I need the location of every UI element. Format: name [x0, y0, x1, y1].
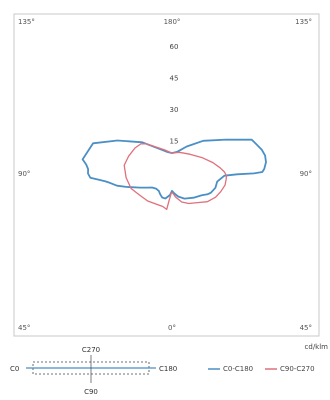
- angle-label-0: 0°: [168, 324, 176, 332]
- angle-label-45-right: 45°: [300, 324, 312, 332]
- unit-label: cd/klm: [305, 343, 329, 351]
- radial-tick-label: 45: [170, 75, 179, 83]
- angle-label-135-left: 135°: [18, 18, 35, 26]
- orientation-diagram: C270 C90 C0 C180: [10, 346, 177, 396]
- series-line-c90-c270: [123, 143, 228, 211]
- orientation-label-c0: C0: [10, 365, 19, 373]
- legend-label-c90-c270: C90-C270: [280, 365, 315, 373]
- angle-label-45-left: 45°: [18, 324, 30, 332]
- orientation-label-c180: C180: [159, 365, 177, 373]
- radial-tick-label: 15: [170, 138, 179, 146]
- orientation-label-c270: C270: [82, 346, 100, 354]
- series-line-c0-c180: [81, 138, 267, 200]
- angle-label-90-right: 90°: [300, 170, 312, 178]
- legend: C0-C180 C90-C270: [208, 365, 315, 373]
- angle-label-180: 180°: [164, 18, 181, 26]
- plot-frame: [13, 13, 320, 337]
- angle-label-90-left: 90°: [18, 170, 30, 178]
- angle-label-135-right: 135°: [295, 18, 312, 26]
- radial-tick-label: 60: [170, 43, 179, 51]
- radial-tick-label: 30: [170, 106, 179, 114]
- legend-label-c0-c180: C0-C180: [223, 365, 253, 373]
- orientation-label-c90: C90: [84, 388, 98, 396]
